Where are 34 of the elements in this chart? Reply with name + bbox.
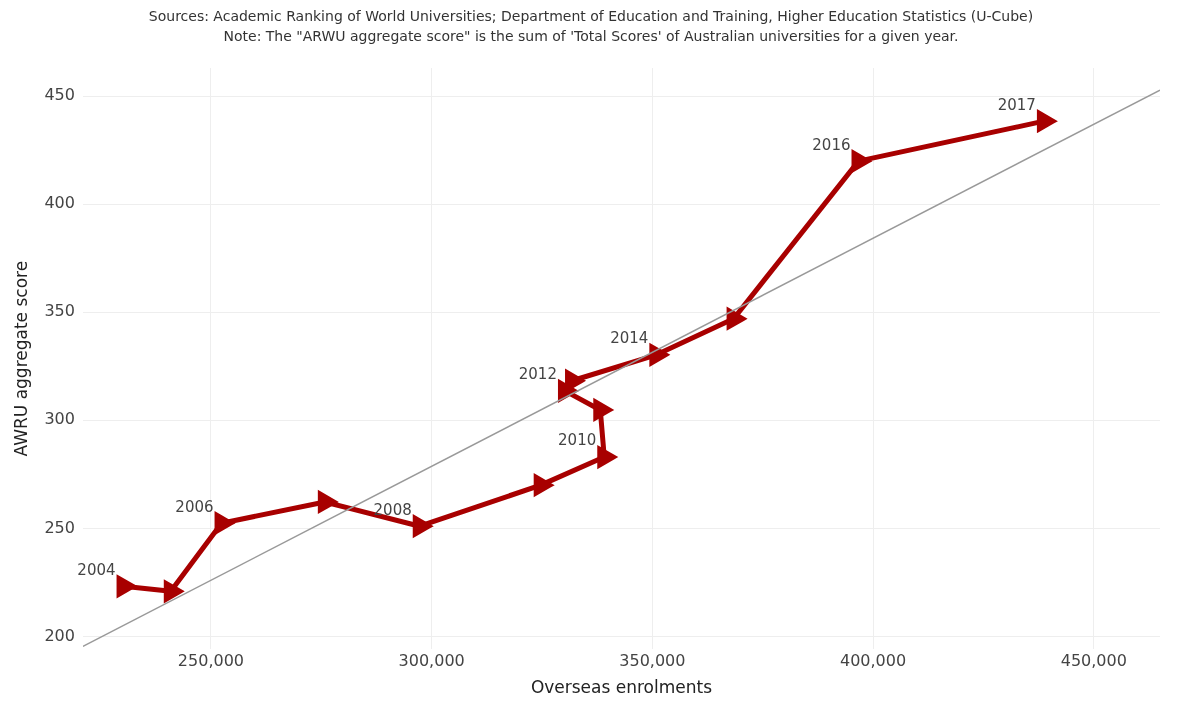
point: [163, 579, 185, 604]
point: [317, 489, 339, 514]
annotation: 2006: [175, 497, 214, 516]
x-axis-title: Overseas enrolments: [530, 677, 713, 698]
point: [116, 576, 136, 597]
point: [726, 306, 748, 331]
annotation: 2008: [373, 500, 412, 519]
y-axis-title: AWRU aggregate score: [10, 260, 31, 457]
x-tick-label: 250,000: [177, 651, 245, 671]
x-tick-label: 350,000: [619, 651, 686, 671]
point: [533, 473, 555, 498]
x-tick-label: 300,000: [398, 651, 465, 671]
annotation: 2014: [610, 329, 649, 348]
annotation: 2017: [997, 95, 1036, 114]
annotation: 2010: [558, 431, 597, 450]
point: [593, 397, 614, 422]
annotation: 2004: [77, 560, 116, 579]
y-tick-label: 350: [44, 301, 75, 321]
x-tick-label: 450,000: [1060, 651, 1127, 671]
y-tick-label: 400: [44, 193, 75, 213]
point: [597, 445, 618, 470]
point: [214, 511, 236, 535]
y-tick-label: 450: [44, 85, 75, 105]
y-tick-label: 250: [44, 517, 75, 537]
text: Note: The "ARWU aggregate score" is the sum of 'Total Scores' of Australian universities for a given year.: [223, 27, 959, 44]
point: [412, 514, 434, 539]
annotation: 2012: [518, 365, 557, 384]
point: [851, 149, 873, 173]
point: [1036, 109, 1058, 133]
source-note: Sources: Academic Ranking of World Universities; Department of Education and Training, Higher Education Statistics (U-Cube): [148, 7, 1034, 24]
x-tick-label: 400,000: [839, 651, 907, 671]
y-tick-label: 300: [44, 409, 75, 429]
y-tick-label: 200: [44, 625, 75, 645]
annotation: 2016: [812, 135, 851, 154]
